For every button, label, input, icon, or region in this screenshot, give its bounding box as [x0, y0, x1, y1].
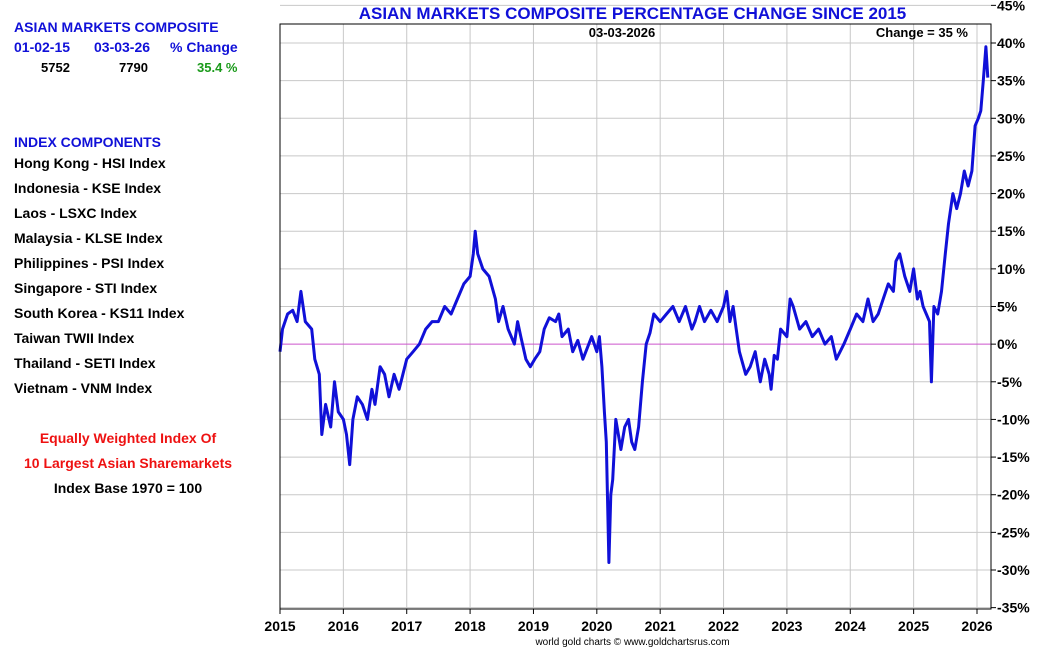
component-item: Thailand - SETI Index — [14, 355, 156, 371]
x-tick-label: 2015 — [264, 618, 295, 634]
component-item: South Korea - KS11 Index — [14, 305, 185, 321]
y-tick-label: -35% — [997, 600, 1030, 616]
y-axis: -35% -30% -25% -20% -15% -10% -5% 0% 5% 10% 15% 20%… — [991, 0, 1030, 616]
y-tick-label: -15% — [997, 449, 1030, 465]
summary-value-start: 5752 — [41, 60, 70, 75]
plot-frame — [279, 23, 992, 610]
y-tick-label: 25% — [997, 148, 1026, 164]
note-index-base: Index Base 1970 = 100 — [53, 480, 203, 496]
x-tick-label: 2022 — [708, 618, 739, 634]
y-tick-label: -30% — [997, 562, 1030, 578]
x-tick-label: 2018 — [455, 618, 486, 634]
components-list: Hong Kong - HSI Index Indonesia - KSE In… — [14, 154, 184, 404]
y-tick-label: 40% — [997, 35, 1026, 51]
x-tick-label: 2025 — [898, 618, 929, 634]
y-tick-label: -20% — [997, 487, 1030, 503]
series-line — [278, 45, 990, 564]
y-tick-label: 5% — [997, 299, 1018, 315]
y-tick-label: -25% — [997, 524, 1030, 540]
y-tick-label: 30% — [997, 110, 1026, 126]
x-axis: 2015 2016 2017 2018 2019 2020 2021 2022 2023 2024… — [264, 609, 993, 634]
summary-change-value: 35.4 % — [197, 60, 238, 75]
x-tick-label: 2023 — [771, 618, 802, 634]
x-tick-label: 2016 — [328, 618, 359, 634]
x-tick-label: 2020 — [581, 618, 612, 634]
component-item: Malaysia - KLSE Index — [14, 230, 163, 246]
component-item: Laos - LSXC Index — [14, 205, 137, 221]
component-item: Taiwan TWII Index — [14, 330, 135, 346]
x-tick-label: 2024 — [835, 618, 866, 634]
chart-title: ASIAN MARKETS COMPOSITE PERCENTAGE CHANG… — [358, 4, 907, 23]
date-annotation: 03-03-2026 — [589, 25, 656, 40]
component-item: Singapore - STI Index — [14, 280, 158, 296]
grid — [279, 4, 991, 609]
y-tick-label: -10% — [997, 411, 1030, 427]
y-tick-label: 10% — [997, 261, 1026, 277]
x-tick-label: 2019 — [518, 618, 549, 634]
x-tick-label: 2017 — [391, 618, 422, 634]
y-tick-label: 35% — [997, 73, 1026, 89]
component-item: Hong Kong - HSI Index — [14, 155, 166, 171]
note-equally-weighted: Equally Weighted Index Of — [39, 430, 217, 446]
summary-change-label: % Change — [170, 39, 238, 55]
summary-date-start: 01-02-15 — [14, 39, 71, 55]
component-item: Vietnam - VNM Index — [14, 380, 153, 396]
y-tick-label: 0% — [997, 336, 1018, 352]
summary-date-end: 03-03-26 — [94, 39, 151, 55]
y-tick-label: 20% — [997, 186, 1026, 202]
footer-credit: world gold charts © www.goldchartsrus.co… — [535, 637, 730, 648]
components-heading: INDEX COMPONENTS — [14, 134, 162, 150]
component-item: Philippines - PSI Index — [14, 255, 165, 271]
y-tick-label: -5% — [997, 374, 1022, 390]
note-largest-markets: 10 Largest Asian Sharemarkets — [23, 455, 233, 471]
change-annotation: Change = 35 % — [876, 25, 969, 40]
y-tick-label: 45% — [997, 0, 1026, 13]
component-item: Indonesia - KSE Index — [14, 180, 162, 196]
x-tick-label: 2021 — [645, 618, 676, 634]
y-tick-label: 15% — [997, 223, 1026, 239]
summary-title: ASIAN MARKETS COMPOSITE — [14, 19, 219, 35]
summary-value-end: 7790 — [119, 60, 148, 75]
x-tick-label: 2026 — [961, 618, 992, 634]
